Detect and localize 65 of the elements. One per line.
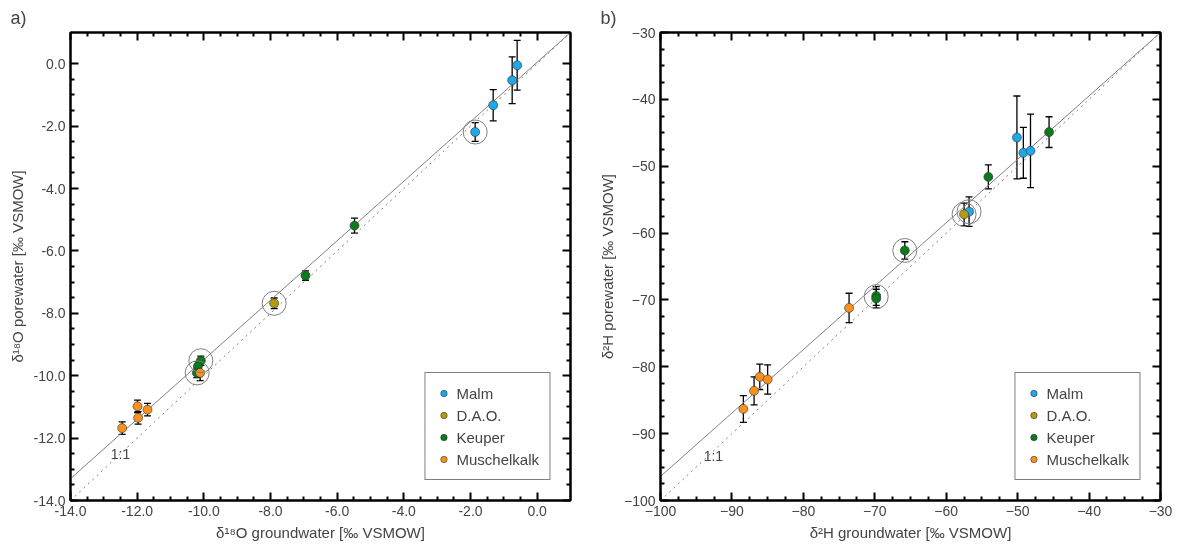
point bbox=[462, 119, 488, 145]
point bbox=[762, 374, 773, 385]
x-tick-label: -10.0 bbox=[187, 502, 220, 519]
point bbox=[184, 360, 210, 386]
chart-title: b) bbox=[600, 7, 617, 28]
y-tick-label: 0.0 bbox=[46, 55, 66, 72]
x-tick-label: −40 bbox=[1077, 502, 1102, 519]
x-tick-label: -2.0 bbox=[458, 502, 483, 519]
y-tick-label: -8.0 bbox=[41, 305, 66, 322]
point bbox=[1044, 127, 1054, 137]
y-tick-label: −60 bbox=[631, 225, 656, 242]
y-tick-label: −30 bbox=[631, 24, 656, 41]
point bbox=[863, 284, 889, 310]
y-tick-label: -10.0 bbox=[33, 367, 66, 384]
point bbox=[512, 60, 522, 71]
y-tick-label: −50 bbox=[631, 158, 656, 175]
point bbox=[261, 290, 287, 316]
legend-label: D.A.O. bbox=[1046, 406, 1092, 424]
point bbox=[188, 348, 214, 374]
x-tick-label: −30 bbox=[1148, 502, 1173, 519]
point bbox=[983, 172, 994, 182]
x-tick-label: −70 bbox=[862, 502, 887, 519]
y-axis-title: δ²H porewater [‰ VSMOW] bbox=[598, 173, 616, 360]
legend-label: Keuper bbox=[1046, 428, 1095, 446]
point bbox=[951, 201, 977, 227]
legend-label: D.A.O. bbox=[456, 406, 502, 424]
point bbox=[738, 404, 749, 414]
x-tick-label: -8.0 bbox=[258, 502, 283, 519]
legend-label: Malm bbox=[456, 384, 494, 402]
y-tick-label: −70 bbox=[631, 291, 656, 308]
x-tick-label: 0.0 bbox=[527, 502, 548, 519]
point bbox=[349, 220, 360, 231]
x-tick-label: −50 bbox=[1005, 502, 1030, 519]
point bbox=[507, 75, 517, 86]
legend-label: Muschelkalk bbox=[456, 450, 539, 468]
point bbox=[1025, 146, 1036, 156]
annotation: 1:1 bbox=[703, 447, 724, 464]
legend-label: Keuper bbox=[456, 428, 505, 446]
point bbox=[1012, 132, 1022, 143]
y-tick-label: -2.0 bbox=[41, 118, 66, 135]
point bbox=[892, 237, 918, 263]
legend-label: Malm bbox=[1046, 384, 1084, 402]
legend-label: Muschelkalk bbox=[1046, 450, 1129, 468]
x-tick-label: −90 bbox=[720, 502, 745, 519]
x-axis-title: δ¹⁸O groundwater [‰ VSMOW] bbox=[216, 523, 425, 541]
point bbox=[754, 372, 765, 382]
chart-title: a) bbox=[10, 7, 27, 28]
x-tick-label: −60 bbox=[934, 502, 959, 519]
point bbox=[488, 100, 498, 110]
y-tick-label: −90 bbox=[631, 425, 656, 442]
x-axis-title: δ²H groundwater [‰ VSMOW] bbox=[809, 523, 1012, 541]
annotation: 1:1 bbox=[110, 445, 131, 462]
y-axis-title: δ¹⁸O porewater [‰ VSMOW] bbox=[8, 170, 26, 363]
y-tick-label: −80 bbox=[631, 358, 656, 375]
y-tick-label: −40 bbox=[631, 91, 656, 108]
point bbox=[956, 199, 982, 225]
x-tick-label: -6.0 bbox=[325, 502, 350, 519]
x-tick-label: -4.0 bbox=[391, 502, 417, 519]
y-tick-label: -4.0 bbox=[41, 180, 66, 197]
point bbox=[844, 303, 854, 313]
x-tick-label: -12.0 bbox=[121, 502, 154, 519]
y-tick-label: -12.0 bbox=[33, 430, 66, 447]
point bbox=[749, 386, 759, 396]
y-tick-label: -6.0 bbox=[41, 242, 66, 259]
x-tick-label: −80 bbox=[791, 502, 816, 519]
